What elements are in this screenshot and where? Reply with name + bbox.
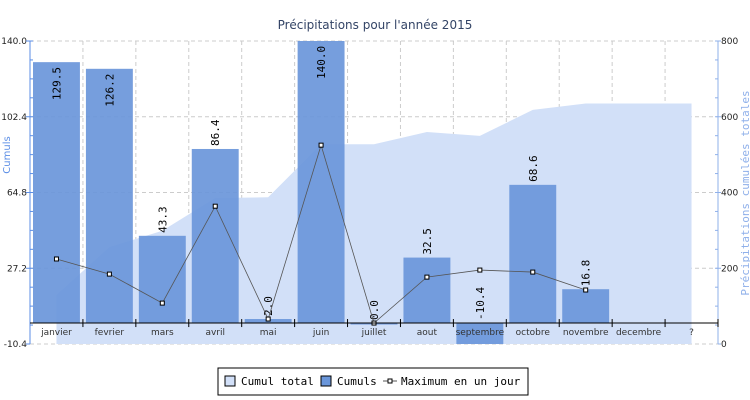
bar-label: 86.4	[209, 119, 222, 146]
y-tick-label: 140.0	[1, 37, 27, 47]
line-point	[265, 316, 271, 322]
line-point	[212, 203, 218, 209]
bar-label: 126.2	[103, 74, 116, 107]
max-line	[53, 142, 589, 326]
bar-novembre	[562, 289, 610, 324]
bar-mars	[138, 235, 186, 324]
line-point	[477, 267, 483, 273]
line-point	[424, 274, 430, 280]
axes: 140.0 102.4 64.8 27.2 -10.4 800 600 400 200 0 janv…	[1, 37, 738, 350]
bar-fevrier	[85, 68, 133, 324]
x-tick-label: septembre	[456, 328, 505, 338]
y-tick-label: 27.2	[7, 264, 27, 274]
bar-aout	[403, 257, 451, 324]
legend-label-cumuls: Cumuls	[337, 375, 377, 388]
x-tick-label: aout	[417, 328, 438, 338]
x-tick-label: juin	[312, 328, 329, 338]
y2-tick-label: 400	[721, 189, 738, 199]
line-point	[106, 271, 112, 277]
bar-septembre	[456, 323, 504, 344]
y-tick-label: 102.4	[1, 113, 27, 123]
bar-label: 68.6	[527, 155, 540, 182]
line-point	[530, 269, 536, 275]
y-axis-label: Cumuls	[2, 136, 13, 173]
bar-label: 129.5	[50, 67, 63, 100]
bar-label: 32.5	[421, 228, 434, 255]
y2-axis-label: Précipitations cumulées totales	[739, 90, 750, 295]
bar-label: 43.3	[156, 206, 169, 233]
legend-swatch-cumul-total	[224, 375, 236, 387]
x-tick-label: octobre	[516, 328, 551, 338]
line-point	[318, 142, 324, 148]
legend-label-cumul-total: Cumul total	[241, 375, 314, 388]
x-tick-label: mars	[151, 328, 174, 338]
y2-tick-label: 0	[721, 340, 727, 350]
bar-label: 140.0	[315, 46, 328, 79]
y-tick-label: -10.4	[4, 340, 28, 350]
line-point	[159, 300, 165, 306]
legend-marker-max	[387, 378, 393, 384]
legend-label-max: Maximum en un jour	[401, 375, 521, 388]
chart-title: Précipitations pour l'année 2015	[278, 18, 473, 32]
y2-tick-label: 800	[721, 37, 738, 47]
y2-tick-label: 200	[721, 264, 738, 274]
x-tick-label: novembre	[563, 328, 609, 338]
legend-swatch-cumuls	[320, 375, 332, 387]
bar-label: 2.0	[262, 296, 275, 316]
x-tick-label: ?	[689, 328, 694, 338]
y2-tick-label: 600	[721, 113, 738, 123]
x-tick-label: janvier	[40, 328, 72, 338]
x-tick-label: juillet	[361, 328, 387, 338]
y-tick-label: 64.8	[7, 189, 27, 199]
bars: 129.5 126.243.386.42.0140.00.032.5-10.468…	[33, 41, 610, 344]
x-tick-label: avril	[205, 328, 225, 338]
bar-janvier	[33, 62, 80, 324]
x-tick-label: mai	[260, 328, 277, 338]
bar-octobre	[509, 184, 557, 324]
x-tick-label: decembre	[616, 328, 662, 338]
line-point	[583, 287, 589, 293]
bar-juin	[297, 41, 345, 324]
x-tick-label: fevrier	[95, 328, 125, 338]
bar-label: 16.8	[580, 260, 593, 287]
legend: Cumul total Cumuls Maximum en un jour	[217, 367, 529, 396]
line-point	[53, 256, 59, 262]
bar-avril	[191, 148, 239, 324]
bar-label: -10.4	[474, 287, 487, 320]
